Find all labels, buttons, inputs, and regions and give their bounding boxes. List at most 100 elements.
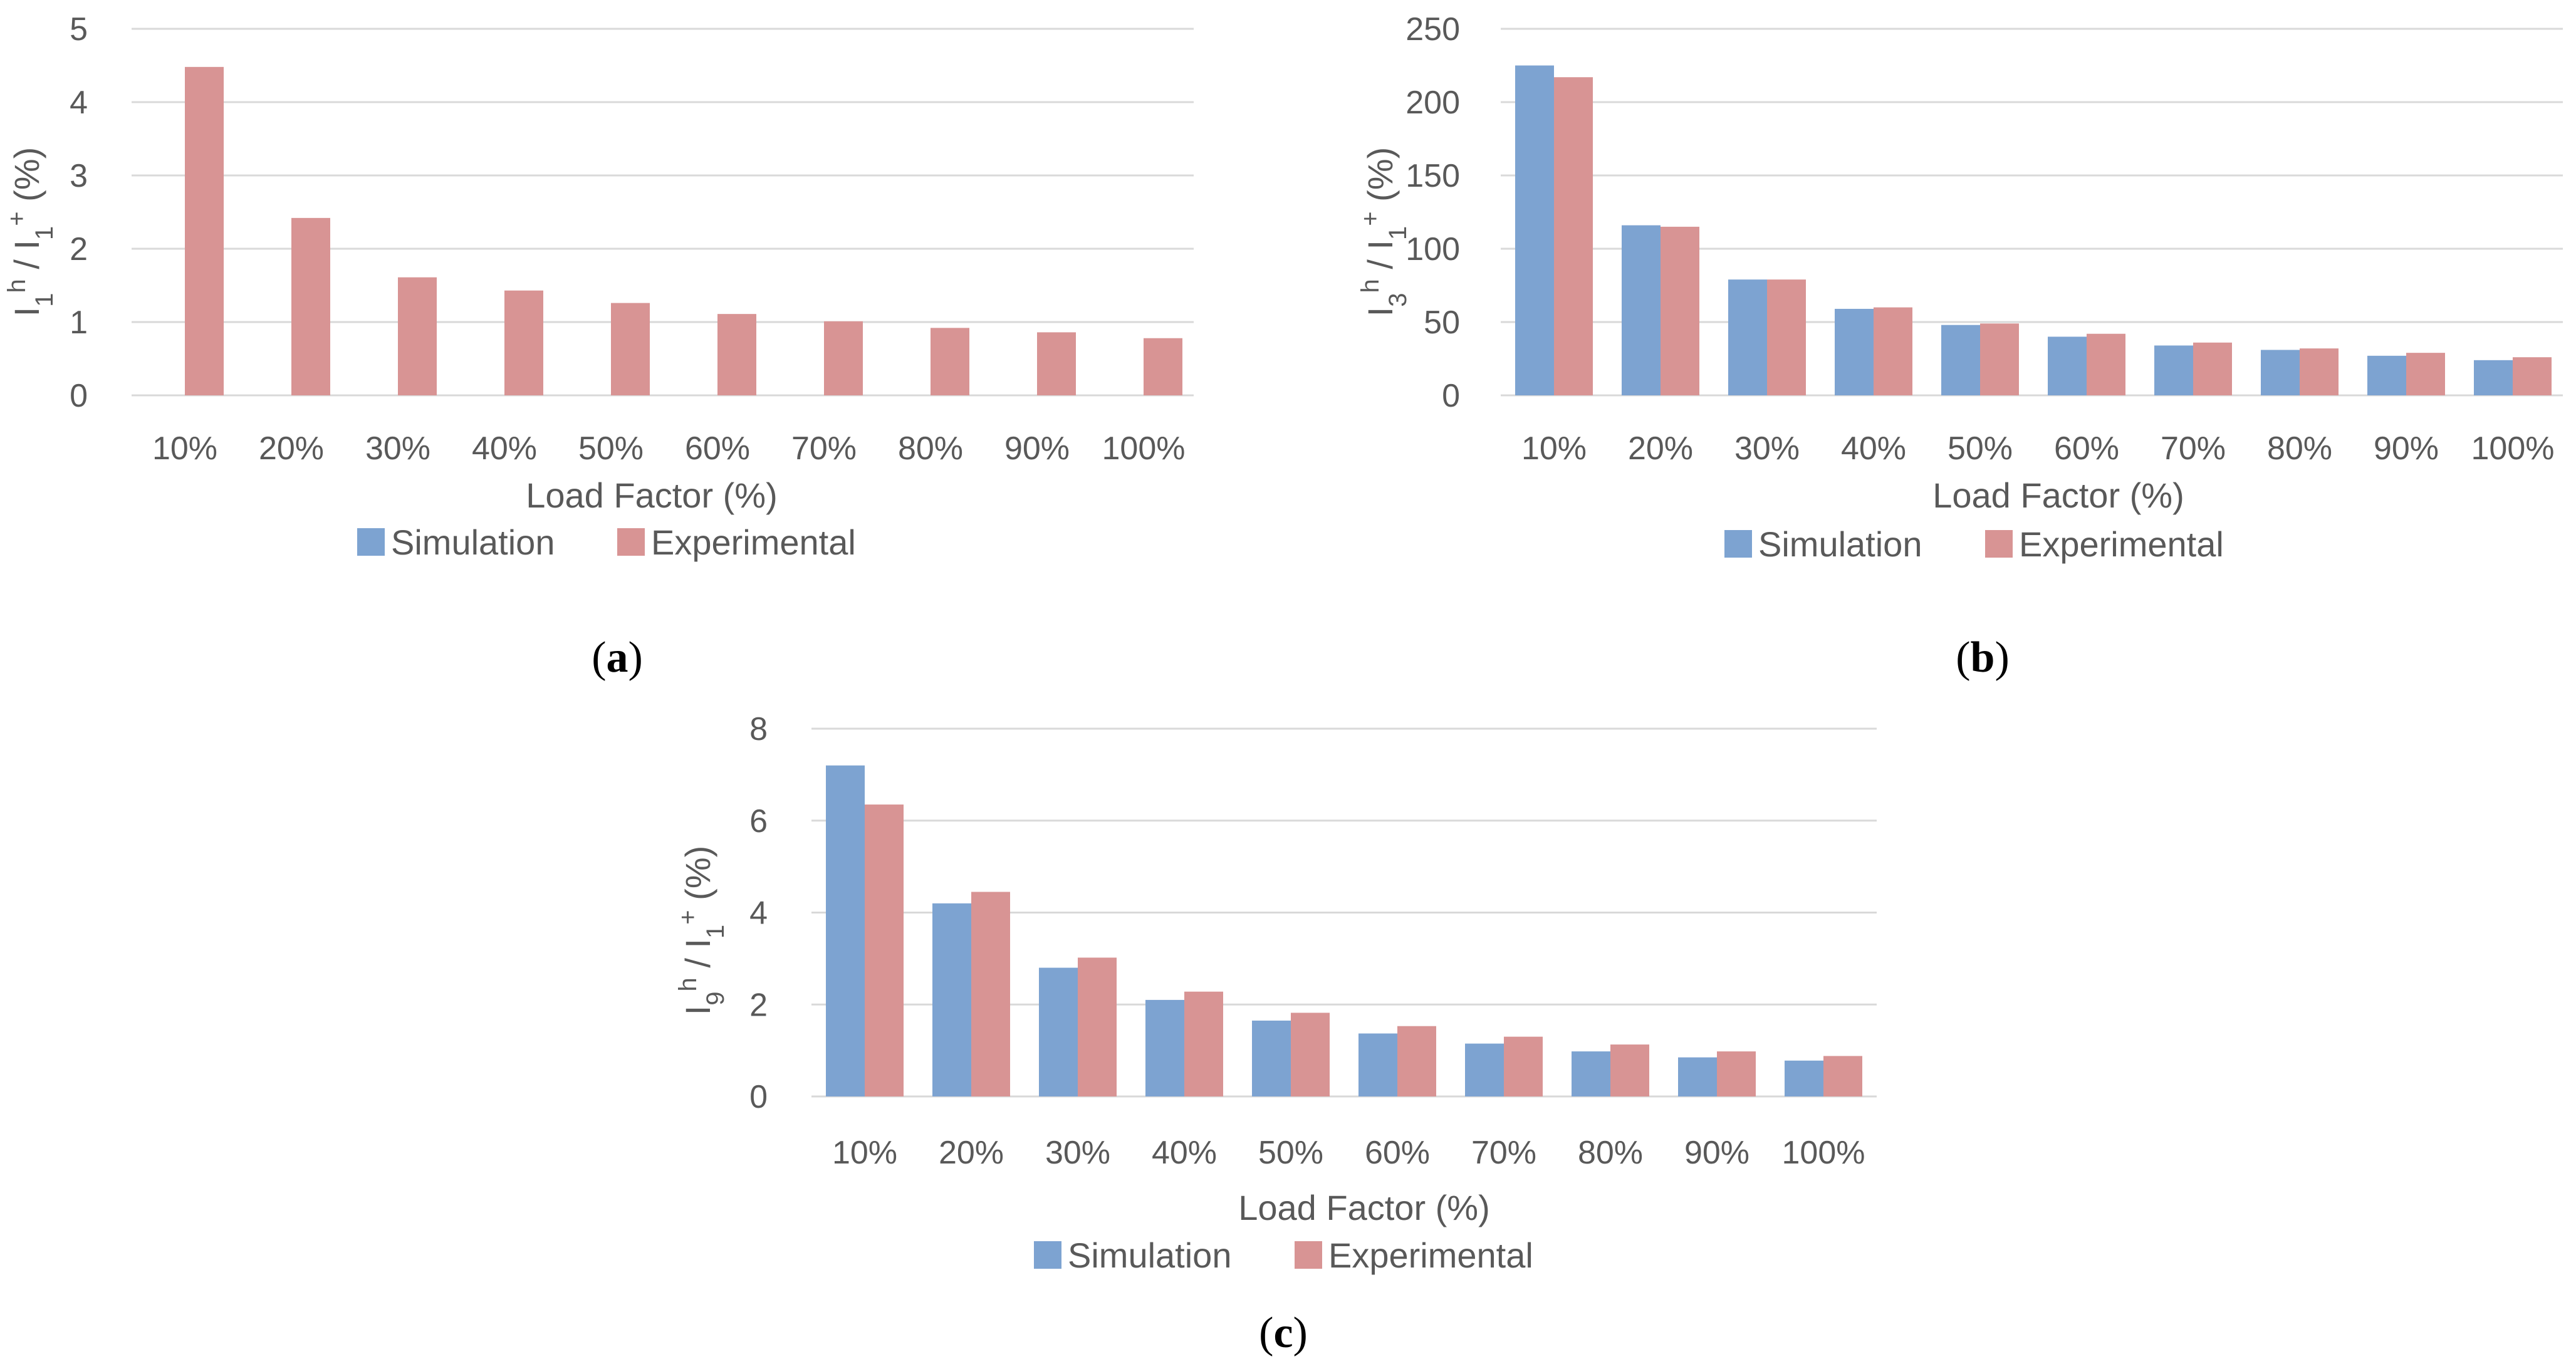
x-axis-label-a: Load Factor (%) <box>526 476 778 515</box>
x-tick-label: 30% <box>1045 1135 1110 1171</box>
bar-experimental <box>1037 332 1076 395</box>
legend-label-experimental-a: Experimental <box>651 523 856 562</box>
x-tick-label: 50% <box>1948 430 2013 467</box>
bar-simulation <box>1622 225 1661 395</box>
y-tick-label: 0 <box>749 1079 768 1115</box>
bar-experimental <box>1874 307 1912 395</box>
x-axis-label-b: Load Factor (%) <box>1932 476 2184 515</box>
x-tick-label: 30% <box>1734 430 1800 467</box>
x-tick-label: 80% <box>1578 1135 1643 1171</box>
bar-experimental <box>1980 323 2019 395</box>
y-tick-label: 8 <box>749 711 768 747</box>
bar-simulation <box>2367 355 2406 395</box>
bar-experimental <box>1610 1044 1649 1096</box>
bar-experimental <box>865 804 904 1096</box>
bar-experimental <box>1144 338 1182 395</box>
bar-simulation <box>1358 1033 1397 1096</box>
x-tick-label: 20% <box>1628 430 1693 467</box>
y-tick-label: 4 <box>70 85 88 121</box>
y-tick-label: 0 <box>1442 378 1460 414</box>
legend-swatch-experimental-c <box>1295 1241 1322 1269</box>
legend-swatch-experimental-b <box>1985 530 2013 558</box>
x-tick-label: 70% <box>2161 430 2226 467</box>
x-ticks-c: 10% 20% 30% 40% 50% 60% 70% 80% 90% 100% <box>832 1135 1865 1171</box>
bar-simulation <box>1941 325 1980 395</box>
x-tick-label: 80% <box>898 430 963 467</box>
x-tick-label: 40% <box>472 430 537 467</box>
x-ticks-a: 10% 20% 30% 40% 50% 60% 70% 80% 90% 100% <box>152 430 1186 467</box>
legend-swatch-simulation-b <box>1724 530 1752 558</box>
y-tick-label: 5 <box>70 11 88 48</box>
x-tick-label: 10% <box>832 1135 897 1171</box>
bar-experimental <box>1661 226 1699 395</box>
y-tick-label: 3 <box>70 158 88 194</box>
y-axis-label-a: I1h / I1+ (%) <box>3 147 58 317</box>
bar-experimental <box>971 892 1010 1096</box>
x-tick-label: 80% <box>2267 430 2332 467</box>
chart-panel-b: 0 50 100 150 200 250 10% 20% 30% 40% 50% 60% 70% 80%… <box>1357 11 2563 682</box>
x-tick-label: 40% <box>1152 1135 1217 1171</box>
legend-b: Simulation Experimental <box>1724 524 2224 564</box>
bar-experimental <box>1078 957 1117 1096</box>
y-ticks-a: 0 1 2 3 4 5 <box>70 11 88 414</box>
bar-experimental <box>611 303 650 395</box>
legend-label-simulation-b: Simulation <box>1758 524 1922 564</box>
bar-experimental <box>2087 333 2125 395</box>
y-tick-label: 50 <box>1424 305 1460 341</box>
legend-label-simulation-c: Simulation <box>1068 1236 1231 1275</box>
bar-simulation <box>932 903 971 1096</box>
legend-swatch-experimental-a <box>617 528 645 556</box>
y-tick-label: 1 <box>70 305 88 341</box>
bar-experimental <box>1767 279 1806 395</box>
x-tick-label: 50% <box>1258 1135 1323 1171</box>
gridlines-a <box>132 28 1194 397</box>
x-tick-label: 10% <box>152 430 217 467</box>
legend-label-experimental-b: Experimental <box>2019 524 2224 564</box>
legend-c: Simulation Experimental <box>1034 1236 1533 1275</box>
y-tick-label: 2 <box>70 231 88 268</box>
bar-simulation <box>826 765 865 1096</box>
x-tick-label: 50% <box>578 430 644 467</box>
chart-panel-c: 0 2 4 6 8 10% 20% 30% 40% 50% 60% 70% 80% 90% 100% Lo… <box>674 711 1877 1357</box>
x-tick-label: 100% <box>1782 1135 1865 1171</box>
bar-simulation <box>2261 350 2300 395</box>
x-tick-label: 60% <box>1365 1135 1430 1171</box>
bar-simulation <box>1678 1057 1717 1096</box>
x-tick-label: 10% <box>1521 430 1587 467</box>
bar-experimental <box>1717 1051 1756 1096</box>
caption-b: (b) <box>1956 633 2010 682</box>
bar-experimental <box>824 321 863 395</box>
x-tick-label: 90% <box>1684 1135 1749 1171</box>
x-tick-label: 40% <box>1841 430 1906 467</box>
y-tick-label: 200 <box>1405 85 1460 121</box>
legend-label-simulation-a: Simulation <box>391 523 555 562</box>
bar-experimental <box>1504 1036 1543 1096</box>
x-tick-label: 30% <box>365 430 430 467</box>
bar-simulation <box>2474 360 2513 395</box>
y-ticks-c: 0 2 4 6 8 <box>749 711 768 1115</box>
bar-experimental <box>504 290 543 395</box>
x-ticks-b: 10% 20% 30% 40% 50% 60% 70% 80% 90% 100% <box>1521 430 2555 467</box>
bar-experimental <box>1291 1012 1330 1096</box>
y-tick-label: 0 <box>70 378 88 414</box>
y-ticks-b: 0 50 100 150 200 250 <box>1405 11 1460 414</box>
bar-experimental <box>398 277 437 395</box>
bar-simulation <box>1465 1043 1504 1096</box>
bars-a <box>185 66 1182 396</box>
legend-swatch-simulation-c <box>1034 1241 1061 1269</box>
x-tick-label: 20% <box>939 1135 1004 1171</box>
bar-experimental <box>291 217 330 395</box>
bar-experimental <box>1184 991 1223 1096</box>
bar-experimental <box>2193 342 2232 395</box>
x-axis-label-c: Load Factor (%) <box>1238 1188 1490 1227</box>
x-tick-label: 70% <box>791 430 857 467</box>
bar-simulation <box>1515 65 1554 395</box>
bar-simulation <box>1835 308 1874 395</box>
x-tick-label: 60% <box>685 430 750 467</box>
bar-simulation <box>2154 345 2193 395</box>
bar-experimental <box>1823 1056 1862 1096</box>
x-tick-label: 20% <box>259 430 324 467</box>
bar-simulation <box>1785 1060 1823 1096</box>
y-tick-label: 4 <box>749 895 768 932</box>
